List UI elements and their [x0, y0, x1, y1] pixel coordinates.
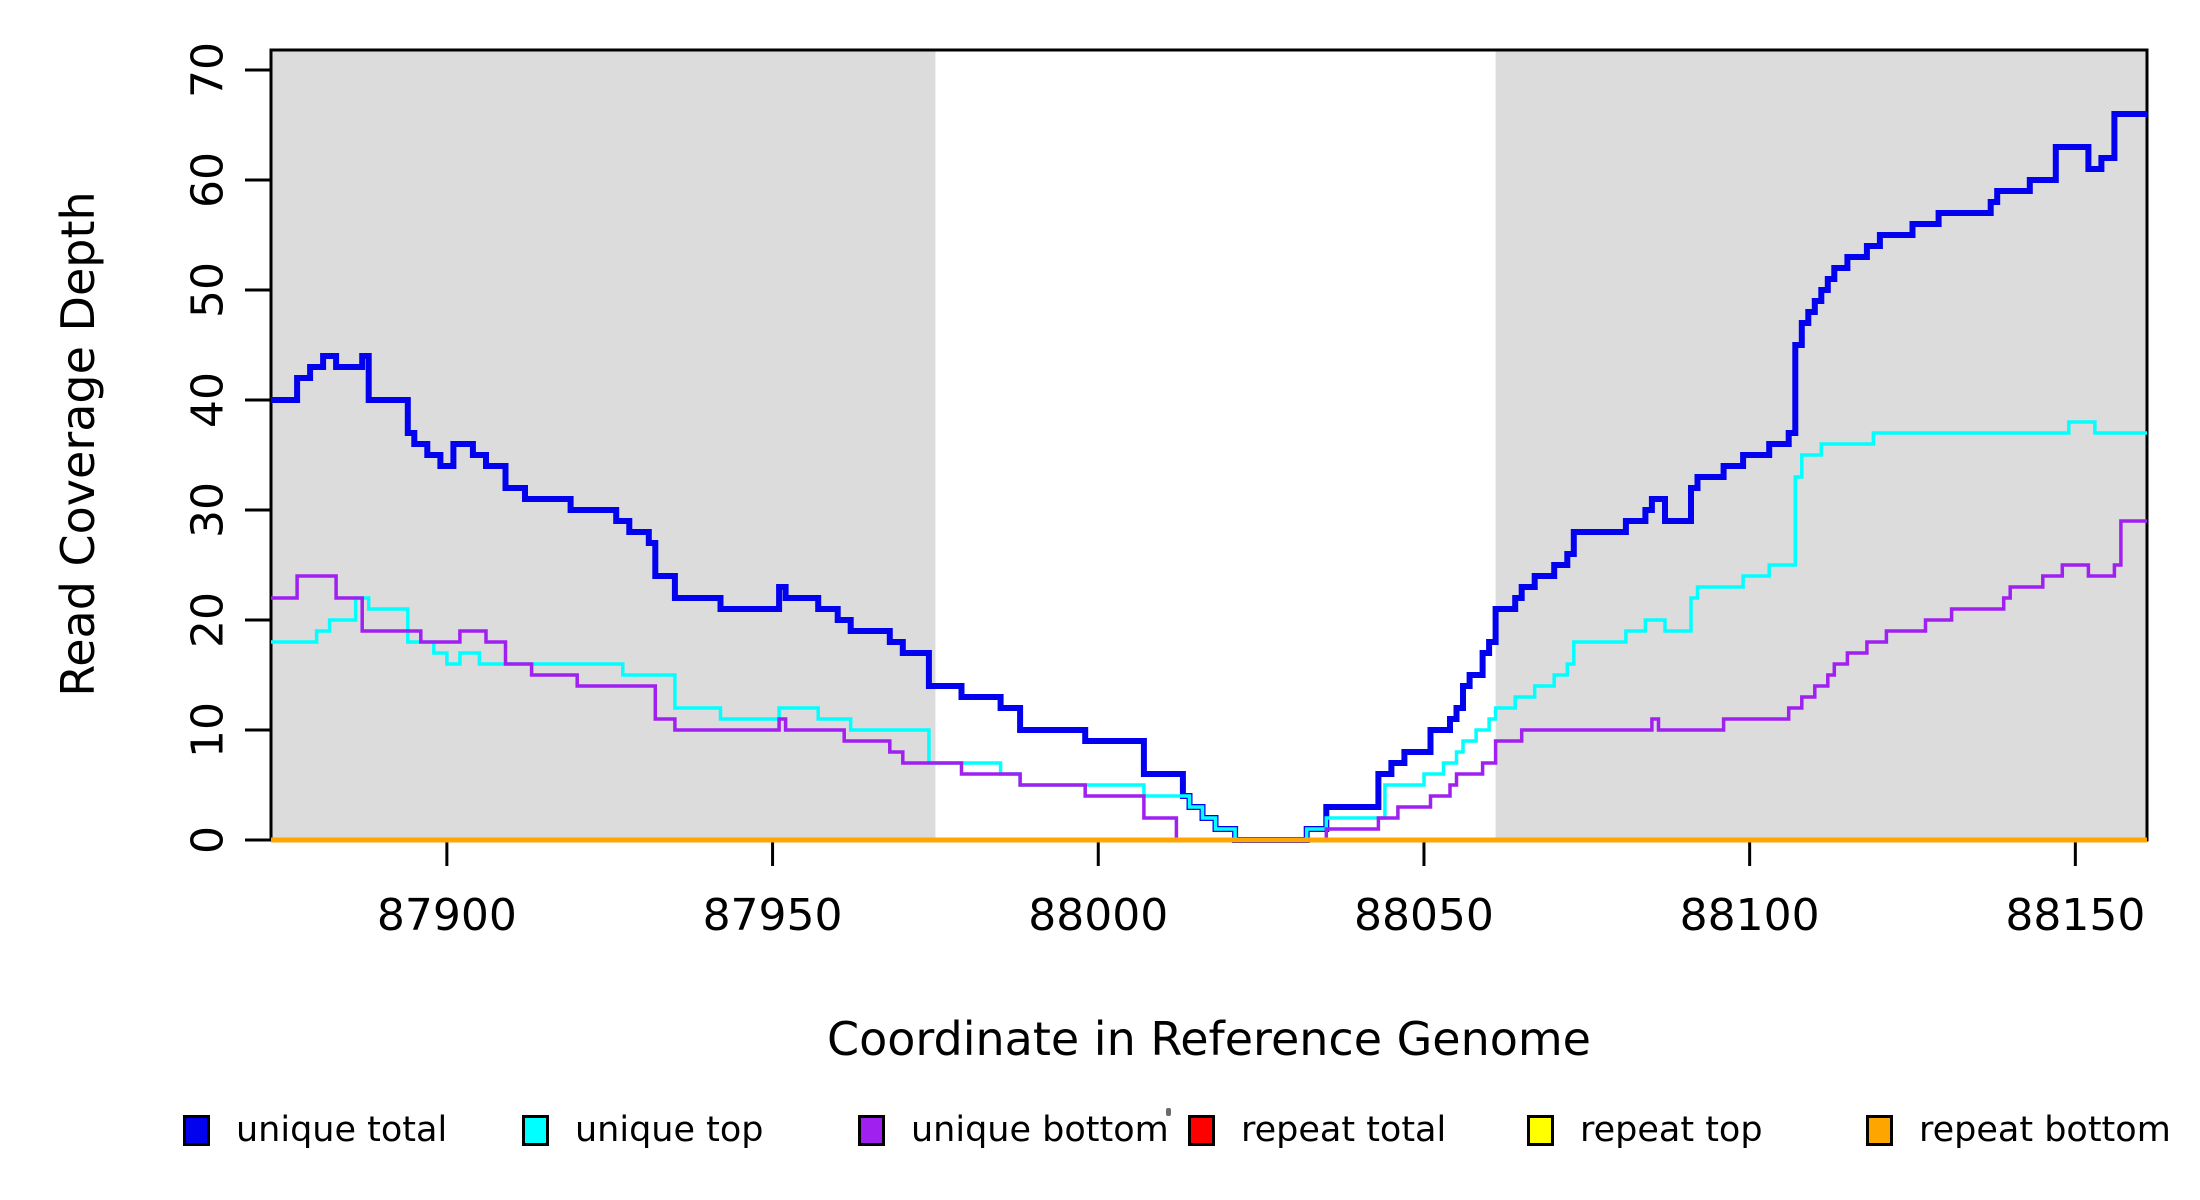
- stray-mark: [1166, 1108, 1171, 1116]
- x-tick-label: 88150: [2005, 890, 2145, 941]
- y-tick-label: 20: [183, 592, 234, 648]
- y-tick-label: 10: [183, 702, 234, 758]
- y-tick-label: 40: [183, 372, 234, 428]
- legend-swatch-unique-total: [183, 1114, 210, 1146]
- legend-item-unique-top: unique top: [522, 1106, 764, 1154]
- y-tick-label: 30: [183, 482, 234, 538]
- y-tick-label: 50: [183, 262, 234, 318]
- legend-item-repeat-top: repeat top: [1527, 1106, 1763, 1154]
- legend-item-unique-bottom: unique bottom: [858, 1106, 1169, 1154]
- shaded-region: [271, 50, 936, 840]
- series-unique-top: [271, 420, 2147, 842]
- y-axis-title: Read Coverage Depth: [51, 191, 105, 697]
- legend-label: unique top: [575, 1110, 764, 1150]
- legend-label: unique total: [236, 1110, 448, 1150]
- x-axis-title: Coordinate in Reference Genome: [827, 1012, 1591, 1066]
- legend-swatch-unique-top: [522, 1114, 549, 1146]
- legend-label: repeat top: [1580, 1110, 1763, 1150]
- legend-item-repeat-bottom: repeat bottom: [1866, 1106, 2171, 1154]
- series-unique-bottom: [271, 519, 2147, 842]
- legend-swatch-repeat-top: [1527, 1114, 1554, 1146]
- legend-swatch-repeat-bottom: [1866, 1114, 1893, 1146]
- legend-label: repeat bottom: [1919, 1110, 2171, 1150]
- legend-label: repeat total: [1241, 1110, 1447, 1150]
- series-unique-total: [271, 111, 2147, 843]
- y-tick-label: 0: [183, 826, 234, 854]
- x-tick-label: 87900: [377, 890, 517, 941]
- y-tick-label: 70: [183, 42, 234, 98]
- legend-swatch-unique-bottom: [858, 1114, 885, 1146]
- x-tick-label: 88100: [1680, 890, 1820, 941]
- legend-label: unique bottom: [911, 1110, 1169, 1150]
- legend-item-repeat-total: repeat total: [1188, 1106, 1446, 1154]
- x-tick-label: 88000: [1028, 890, 1168, 941]
- legend-swatch-repeat-total: [1188, 1114, 1215, 1146]
- legend: unique total unique top unique bottom re…: [0, 1106, 2200, 1154]
- y-tick-label: 60: [183, 152, 234, 208]
- x-tick-label: 87950: [703, 890, 843, 941]
- legend-item-unique-total: unique total: [183, 1106, 447, 1154]
- x-tick-label: 88050: [1354, 890, 1494, 941]
